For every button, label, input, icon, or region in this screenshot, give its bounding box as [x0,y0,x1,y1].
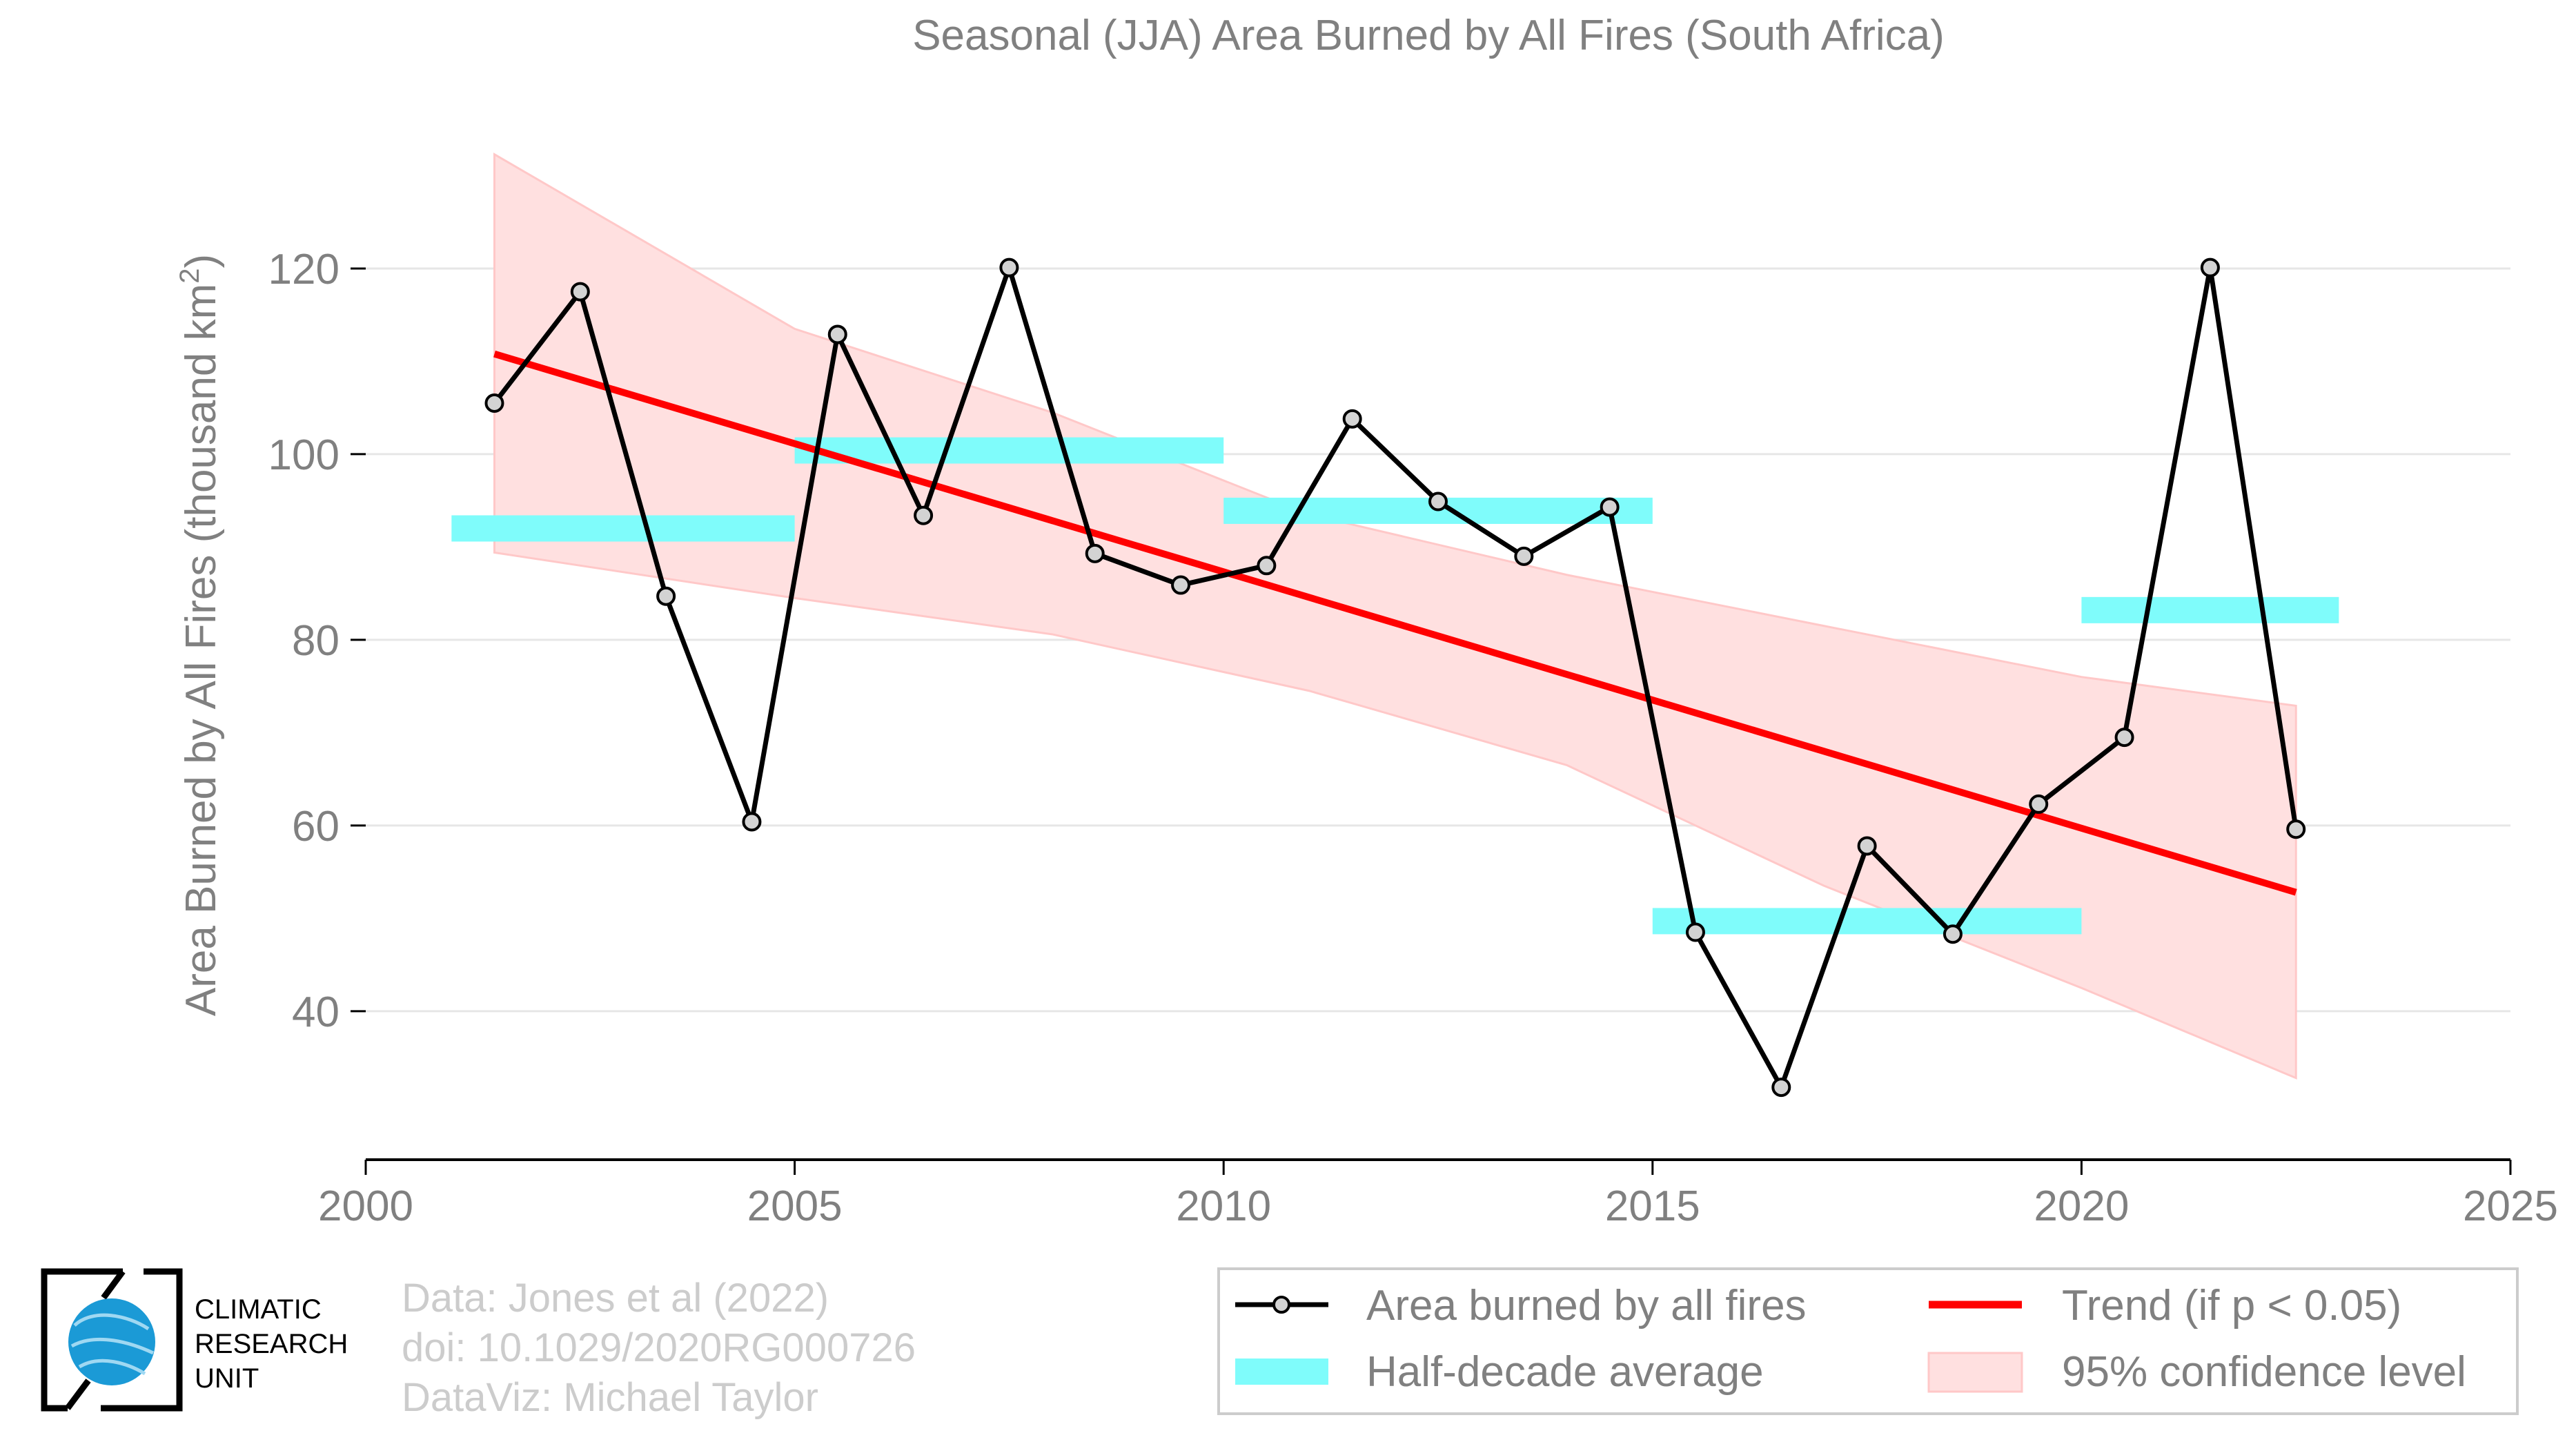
y-tick-label-120: 120 [268,246,340,293]
data-point-12 [1514,546,1534,566]
legend-label-trend: Trend (if p < 0.05) [2062,1282,2401,1330]
data-point-20 [2200,257,2220,277]
y-tick-label-100: 100 [268,431,340,479]
logo-text-line3: UNIT [195,1363,259,1394]
data-point-7 [1085,543,1105,563]
legend-half-decade-symbol [1235,1359,1328,1385]
logo-bracket-slash-bottom [65,1379,91,1410]
data-point-17 [1943,924,1963,944]
chart-title: Seasonal (JJA) Area Burned by All Fires … [912,12,1945,59]
data-point-13 [1600,497,1620,517]
half-decade-bar-1 [794,437,1224,464]
logo-bracket-slash-top [101,1269,126,1300]
x-tick-label-2005: 2005 [747,1182,843,1230]
logo-text-line1: CLIMATIC [195,1294,322,1325]
data-point-8 [1171,575,1191,595]
data-point-4 [827,324,847,344]
y-tick-label-80: 80 [292,617,340,665]
trend-line [493,350,2297,896]
data-point-6 [999,257,1019,277]
confidence-band-layer [493,152,2297,1080]
legend-confidence-symbol [1927,1352,2023,1393]
legend-marker-symbol [1272,1296,1290,1314]
globe-swirl-3 [78,1359,146,1376]
data-point-14 [1685,922,1705,942]
globe-swirl-2 [70,1337,155,1355]
data-point-18 [2029,794,2049,814]
legend-label-half-decade: Half-decade average [1366,1348,1764,1396]
data-point-15 [1771,1078,1791,1098]
data-point-1 [570,282,590,302]
data-point-9 [1257,556,1277,576]
y-axis-label-sup: 2 [175,269,205,284]
data-point-5 [914,505,934,525]
data-point-0 [484,393,504,413]
half-decade-bar-0 [451,515,795,542]
y-tick-label-60: 60 [292,803,340,850]
credit-dataviz: DataViz: Michael Taylor [402,1375,818,1420]
legend-frame [1217,1267,2519,1415]
x-tick-label-2025: 2025 [2463,1182,2558,1230]
axes: 40 60 80 100 120 2000 2005 2010 2015 2020 2025 [268,246,2558,1230]
x-tick-label-2000: 2000 [318,1182,413,1230]
logo-text-line2: RESEARCH [195,1329,348,1359]
legend: Area burned by all fires Trend (if p < 0… [1217,1267,2519,1415]
y-axis-label-tail: ) [177,254,225,269]
y-tick-label-40: 40 [292,989,340,1036]
data-point-16 [1857,836,1877,856]
data-point-21 [2286,819,2306,839]
data-point-3 [742,812,762,832]
data-point-10 [1342,409,1362,429]
logo-bracket-left [41,1268,123,1412]
confidence-band [493,152,2297,1080]
credit-data: Data: Jones et al (2022) [402,1276,829,1321]
y-axis-label-main: Area Burned by All Fires (thousand km [177,284,225,1016]
half-decade-bar-3 [1652,908,2082,935]
y-axis-label: Area Burned by All Fires (thousand km2) [175,254,225,1016]
data-point-11 [1428,491,1448,512]
legend-label-area: Area burned by all fires [1366,1282,1807,1330]
credit-doi: doi: 10.1029/2020RG000726 [402,1325,916,1370]
x-tick-label-2010: 2010 [1176,1182,1271,1230]
series-layer [484,257,2306,1098]
data-point-19 [2114,728,2134,748]
legend-label-confidence: 95% confidence level [2062,1348,2466,1396]
half-decade-bar-4 [2081,596,2339,623]
logo-bracket-right [101,1268,183,1412]
data-point-2 [656,586,676,606]
x-tick-label-2015: 2015 [1605,1182,1700,1230]
x-tick-label-2020: 2020 [2034,1182,2129,1230]
series-line-0 [492,265,2299,1090]
cru-logo: CLIMATIC RESEARCH UNIT [41,1268,348,1412]
globe-swirl-1 [73,1313,150,1331]
trend-layer [493,350,2297,896]
